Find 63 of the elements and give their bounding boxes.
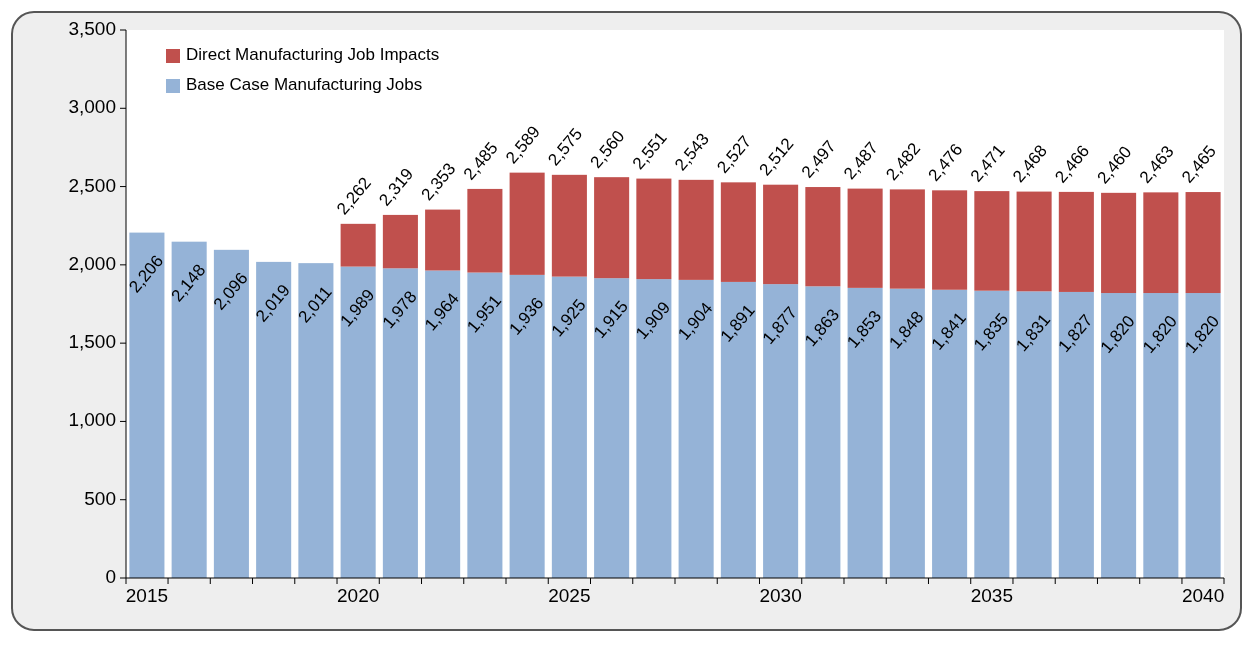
bar	[763, 284, 799, 578]
y-tick-label: 2,000	[68, 252, 116, 274]
bar	[1143, 192, 1179, 294]
bar	[932, 190, 968, 290]
bar	[636, 178, 672, 280]
y-tick-label: 3,000	[68, 96, 116, 118]
bar	[1016, 191, 1052, 292]
bar	[129, 232, 165, 578]
bar	[974, 191, 1010, 291]
x-tick-label: 2030	[759, 585, 802, 606]
bar	[678, 279, 714, 578]
legend-label: Base Case Manufacturing Jobs	[186, 75, 423, 95]
y-tick-label: 1,500	[68, 331, 116, 353]
bar	[551, 174, 587, 277]
bar	[720, 281, 756, 578]
x-tick-label: 2035	[970, 585, 1013, 606]
bar	[889, 189, 925, 289]
bar	[1185, 192, 1221, 294]
bar	[594, 177, 630, 279]
bar	[467, 272, 503, 578]
bar	[1016, 291, 1052, 578]
bar	[382, 268, 418, 578]
bar	[763, 184, 799, 285]
y-tick-label: 2,500	[68, 174, 116, 196]
bar	[1101, 293, 1137, 578]
bar	[847, 287, 883, 578]
bar	[551, 276, 587, 578]
bar	[1101, 192, 1137, 294]
bar	[678, 179, 714, 280]
bar	[298, 263, 334, 578]
bar	[1058, 191, 1094, 292]
x-tick-label: 2025	[548, 585, 591, 606]
bar	[425, 209, 461, 271]
bar	[974, 290, 1010, 578]
bar	[1185, 293, 1221, 578]
bar	[171, 241, 207, 578]
bar	[382, 214, 418, 269]
bar	[932, 289, 968, 578]
bar	[1058, 291, 1094, 578]
bar	[509, 172, 545, 275]
bar	[509, 274, 545, 578]
x-tick-label: 2040	[1181, 585, 1225, 606]
y-tick-label: 3,500	[68, 18, 116, 40]
bar	[256, 261, 292, 578]
bar	[467, 188, 503, 273]
bar	[340, 223, 376, 267]
bar	[213, 249, 249, 578]
bar	[847, 188, 883, 288]
bar	[636, 279, 672, 578]
bar	[425, 270, 461, 578]
bar	[594, 278, 630, 578]
bar	[805, 187, 841, 287]
bar	[720, 182, 756, 282]
legend-label: Direct Manufacturing Job Impacts	[186, 45, 440, 65]
x-tick-label: 2020	[337, 585, 380, 606]
bar	[889, 288, 925, 578]
bar	[805, 286, 841, 578]
y-tick-label: 0	[105, 566, 116, 588]
bar	[340, 266, 376, 578]
y-tick-label: 1,000	[68, 409, 116, 431]
x-tick-label: 2015	[125, 585, 169, 606]
y-tick-label: 500	[84, 487, 116, 509]
bar	[1143, 293, 1179, 578]
